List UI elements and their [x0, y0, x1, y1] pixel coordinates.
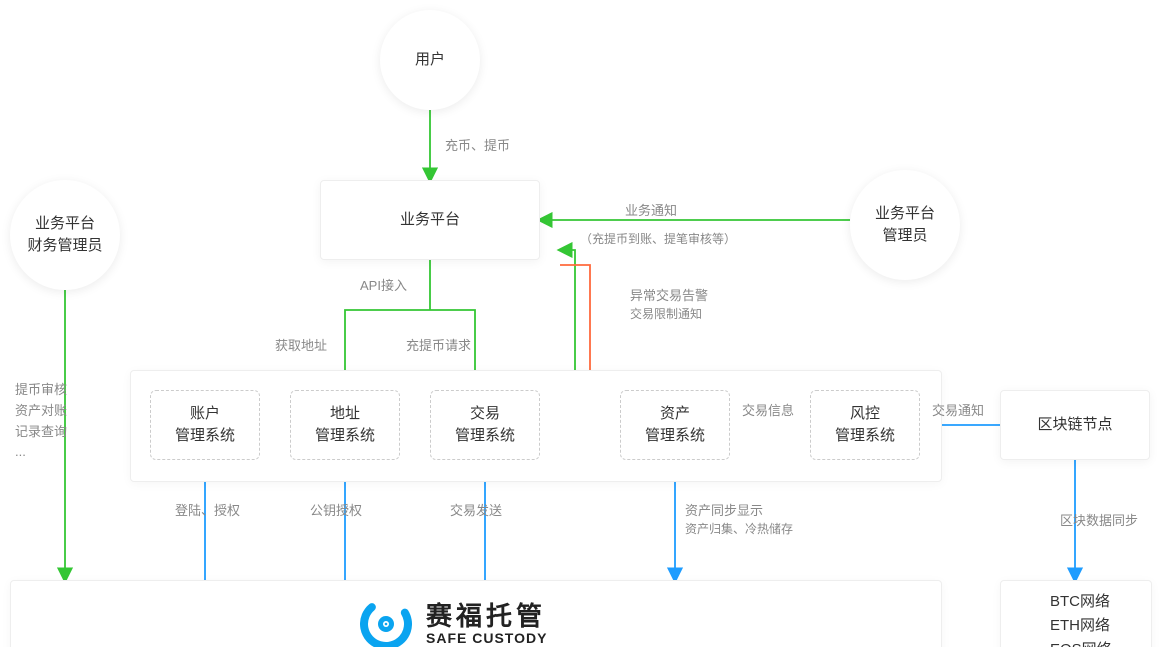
- edge-label-e_chain_risk: 交易通知: [932, 400, 984, 419]
- edge-label-e_trade_up: 交易发送: [450, 500, 502, 519]
- risk-sys-node: 风控 管理系统: [810, 390, 920, 460]
- edge-sublabel-e_risk_biz_o: 交易限制通知: [630, 305, 702, 322]
- edge-label-e_api_split_r: 充提币请求: [406, 335, 471, 354]
- fin-admin-label: 业务平台 财务管理员: [27, 213, 102, 258]
- edge-label-e_asset_risk: 交易信息: [742, 400, 794, 419]
- edge-label-e_user_biz: 充币、提币: [445, 135, 510, 154]
- biz-admin-label: 业务平台 管理员: [875, 203, 935, 248]
- asset-sys-node: 资产 管理系统: [620, 390, 730, 460]
- fin-admin-node: 业务平台 财务管理员: [10, 180, 120, 290]
- address-sys-label: 地址 管理系统: [315, 403, 375, 448]
- edge-label-e_acct_up: 登陆、授权: [175, 500, 240, 519]
- trade-sys-node: 交易 管理系统: [430, 390, 540, 460]
- edges-layer: [0, 0, 1159, 647]
- logo-cn: 赛福托管: [426, 602, 547, 631]
- biz-platform-node: 业务平台: [320, 180, 540, 260]
- edge-label-e_addr_up: 公钥授权: [310, 500, 362, 519]
- edge-label-e_chain_down: 区块数据同步: [1060, 510, 1138, 529]
- biz-platform-label: 业务平台: [400, 209, 460, 232]
- user-node: 用户: [380, 10, 480, 110]
- blockchain-label: 区块链节点: [1037, 414, 1112, 437]
- blockchain-node: 区块链节点: [1000, 390, 1150, 460]
- edge-label-e_api_split_l: 获取地址: [275, 335, 327, 354]
- edge-sublabel-e_asset_up: 资产归集、冷热储存: [685, 520, 793, 537]
- networks-list: BTC网络 ETH网络 EOS网络 ...: [1050, 590, 1112, 647]
- edge-label-e_asset_up: 资产同步显示: [685, 500, 763, 519]
- edge-label-e_admin_biz: 业务通知: [625, 200, 677, 219]
- risk-sys-label: 风控 管理系统: [835, 403, 895, 448]
- address-sys-node: 地址 管理系统: [290, 390, 400, 460]
- logo-en: SAFE CUSTODY: [426, 630, 547, 646]
- edge-label-e_risk_biz_o: 异常交易告警: [630, 285, 708, 304]
- edge-label-e_api_down: API接入: [360, 275, 407, 294]
- fin-admin-note: 提币审核 资产对账 记录查询 ...: [15, 380, 67, 463]
- user-label: 用户: [415, 49, 445, 72]
- asset-sys-label: 资产 管理系统: [645, 403, 705, 448]
- account-sys-node: 账户 管理系统: [150, 390, 260, 460]
- brand-logo: 赛福托管 SAFE CUSTODY: [360, 598, 547, 647]
- trade-sys-label: 交易 管理系统: [455, 403, 515, 448]
- logo-icon: [360, 598, 412, 647]
- biz-admin-node: 业务平台 管理员: [850, 170, 960, 280]
- account-sys-label: 账户 管理系统: [175, 403, 235, 448]
- edge-sublabel-e_admin_biz: （充提币到账、提笔审核等）: [580, 230, 736, 247]
